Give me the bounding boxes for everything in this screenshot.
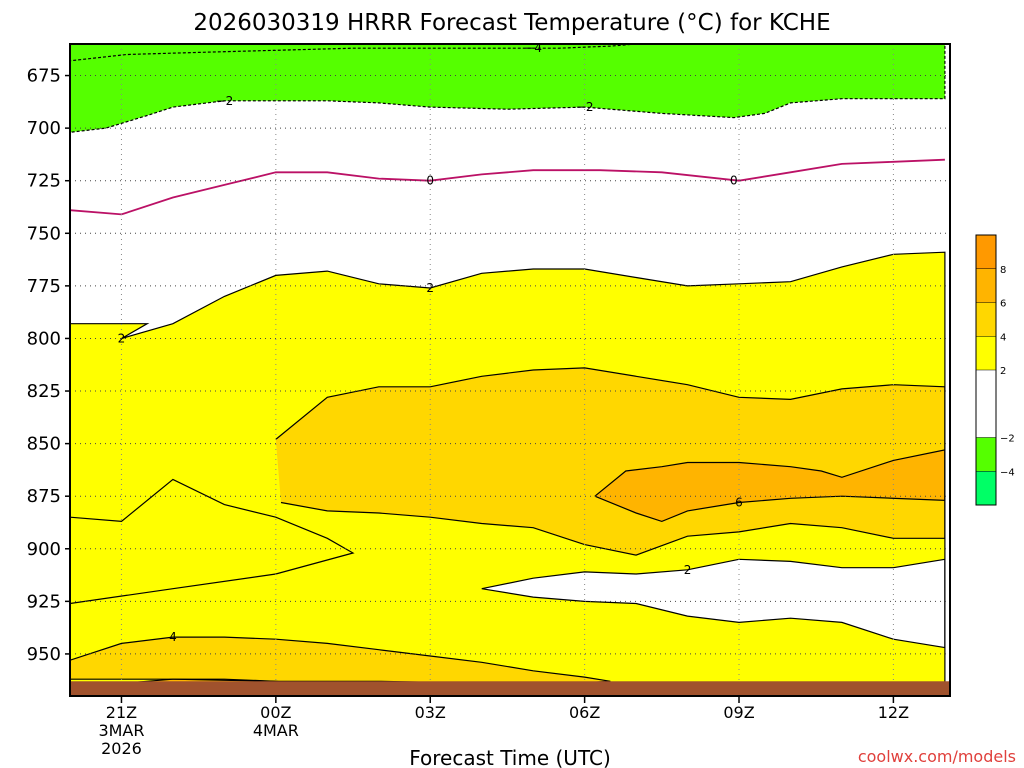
x-tick-label-12Z: 12Z xyxy=(878,703,909,722)
colorbar-label-3: 4 xyxy=(1000,332,1006,343)
y-tick-label-950: 950 xyxy=(27,644,61,665)
y-tick-label-850: 850 xyxy=(27,434,61,455)
contour-minus2-line xyxy=(70,44,946,133)
contour-label-7: 4 xyxy=(169,630,177,644)
credit-text: coolwx.com/models xyxy=(858,747,1016,766)
colorbar-label-5: 8 xyxy=(1000,265,1006,276)
y-tick-label-750: 750 xyxy=(27,223,61,244)
contour-label-6: 2 xyxy=(118,331,126,345)
contour-minus2-fill xyxy=(70,44,945,133)
contour-label-0: −4 xyxy=(524,41,542,55)
x-tick-date-00Z: 4MAR xyxy=(253,721,299,740)
colorbar: −4 −2 2 4 6 8 xyxy=(975,234,1015,506)
x-tick-label-00Z: 00Z xyxy=(260,703,291,722)
colorbar-label-4: 6 xyxy=(1000,299,1006,310)
y-tick-label-675: 675 xyxy=(27,66,61,87)
y-tick-label-700: 700 xyxy=(27,118,61,139)
colorbar-swatch-4 xyxy=(976,302,996,337)
y-tick-label-775: 775 xyxy=(27,276,61,297)
y-tick-label-925: 925 xyxy=(27,591,61,612)
y-tick-label-800: 800 xyxy=(27,328,61,349)
x-tick-label-06Z: 06Z xyxy=(569,703,600,722)
contour-2-lower-fill xyxy=(481,559,945,648)
y-tick-label-900: 900 xyxy=(27,539,61,560)
contour-label-3: 0 xyxy=(426,174,434,188)
x-tick-date-21Z: 3MAR xyxy=(98,721,144,740)
x-tick-label-03Z: 03Z xyxy=(415,703,446,722)
y-tick-label-875: 875 xyxy=(27,486,61,507)
contour-4-low-fill xyxy=(70,637,611,686)
contour-label-9: 2 xyxy=(684,563,692,577)
colorbar-label-1: −2 xyxy=(1000,434,1015,445)
contour-label-4: 0 xyxy=(730,174,738,188)
contour-2-upper-line xyxy=(70,251,946,696)
contour-2-lower-line xyxy=(481,558,946,649)
colorbar-label-0: −4 xyxy=(1000,467,1015,478)
terrain-bar xyxy=(70,681,950,696)
plot-frame xyxy=(69,43,951,697)
contour-6-fill xyxy=(594,449,945,522)
colorbar-swatch-1 xyxy=(976,437,996,472)
contour-label-1: −2 xyxy=(216,94,234,108)
colorbar-swatch-5 xyxy=(976,268,996,303)
contour-label-5: 2 xyxy=(426,281,434,295)
contour-6-line xyxy=(594,449,946,523)
x-axis-label: Forecast Time (UTC) xyxy=(409,746,611,768)
colorbar-swatch-6 xyxy=(976,235,996,269)
plot-area: −4 −2 −2 0 0 2 2 4 6 2 xyxy=(70,41,950,696)
y-tick-label-825: 825 xyxy=(27,381,61,402)
colorbar-label-2: 2 xyxy=(1000,366,1006,377)
x-tick-label-09Z: 09Z xyxy=(723,703,754,722)
x-tick-year-21Z: 2026 xyxy=(101,739,142,758)
contour-label-8: 6 xyxy=(735,496,743,510)
chart-title: 2026030319 HRRR Forecast Temperature (°C… xyxy=(193,10,830,36)
y-tick-label-725: 725 xyxy=(27,171,61,192)
colorbar-swatch-0 xyxy=(976,471,996,505)
contour-0-line xyxy=(70,158,945,216)
x-tick-label-21Z: 21Z xyxy=(106,703,137,722)
contour-label-2: −2 xyxy=(576,100,594,114)
contour-4-mid-fill xyxy=(275,367,945,556)
colorbar-swatch-2 xyxy=(976,370,996,438)
colorbar-swatch-3 xyxy=(976,336,996,370)
contour-minus4-line xyxy=(70,44,637,62)
